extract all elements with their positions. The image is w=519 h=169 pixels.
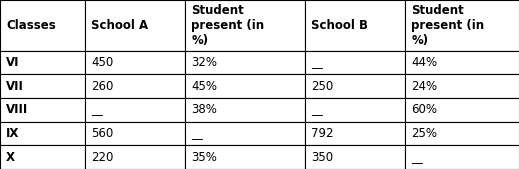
Bar [405,98,519,122]
Text: VIII: VIII [6,103,29,116]
Text: 60%: 60% [411,103,437,116]
Bar [305,51,405,74]
Text: 260: 260 [91,80,114,93]
Text: Classes: Classes [6,19,56,32]
Text: 35%: 35% [191,151,217,164]
Text: __: __ [411,151,423,164]
Text: School B: School B [311,19,368,32]
Text: Student
present (in
%): Student present (in %) [191,4,264,47]
Bar [305,145,405,169]
Text: VII: VII [6,80,24,93]
Text: 350: 350 [311,151,333,164]
Bar [185,145,305,169]
Bar [85,51,185,74]
Text: 38%: 38% [191,103,217,116]
Bar [305,98,405,122]
Bar [0,51,85,74]
Text: 24%: 24% [411,80,438,93]
Bar [305,74,405,98]
Text: 250: 250 [311,80,334,93]
Text: Student
present (in
%): Student present (in %) [411,4,484,47]
Bar [405,51,519,74]
Text: __: __ [311,56,323,69]
Bar [0,0,85,51]
Bar [85,98,185,122]
Text: X: X [6,151,15,164]
Bar [405,0,519,51]
Bar [185,51,305,74]
Bar [185,122,305,145]
Bar [0,74,85,98]
Text: 32%: 32% [191,56,217,69]
Bar [85,0,185,51]
Bar [85,122,185,145]
Text: __: __ [91,103,103,116]
Bar [405,145,519,169]
Bar [185,0,305,51]
Text: 25%: 25% [411,127,437,140]
Bar [185,74,305,98]
Text: IX: IX [6,127,20,140]
Text: __: __ [191,127,203,140]
Bar [0,122,85,145]
Text: 220: 220 [91,151,114,164]
Bar [305,0,405,51]
Text: School A: School A [91,19,148,32]
Text: __: __ [311,103,323,116]
Bar [405,122,519,145]
Bar [405,74,519,98]
Bar [0,98,85,122]
Bar [305,122,405,145]
Text: 44%: 44% [411,56,438,69]
Text: 792: 792 [311,127,334,140]
Text: 560: 560 [91,127,114,140]
Bar [85,145,185,169]
Bar [0,145,85,169]
Bar [185,98,305,122]
Bar [85,74,185,98]
Text: 450: 450 [91,56,114,69]
Text: 45%: 45% [191,80,217,93]
Text: VI: VI [6,56,20,69]
